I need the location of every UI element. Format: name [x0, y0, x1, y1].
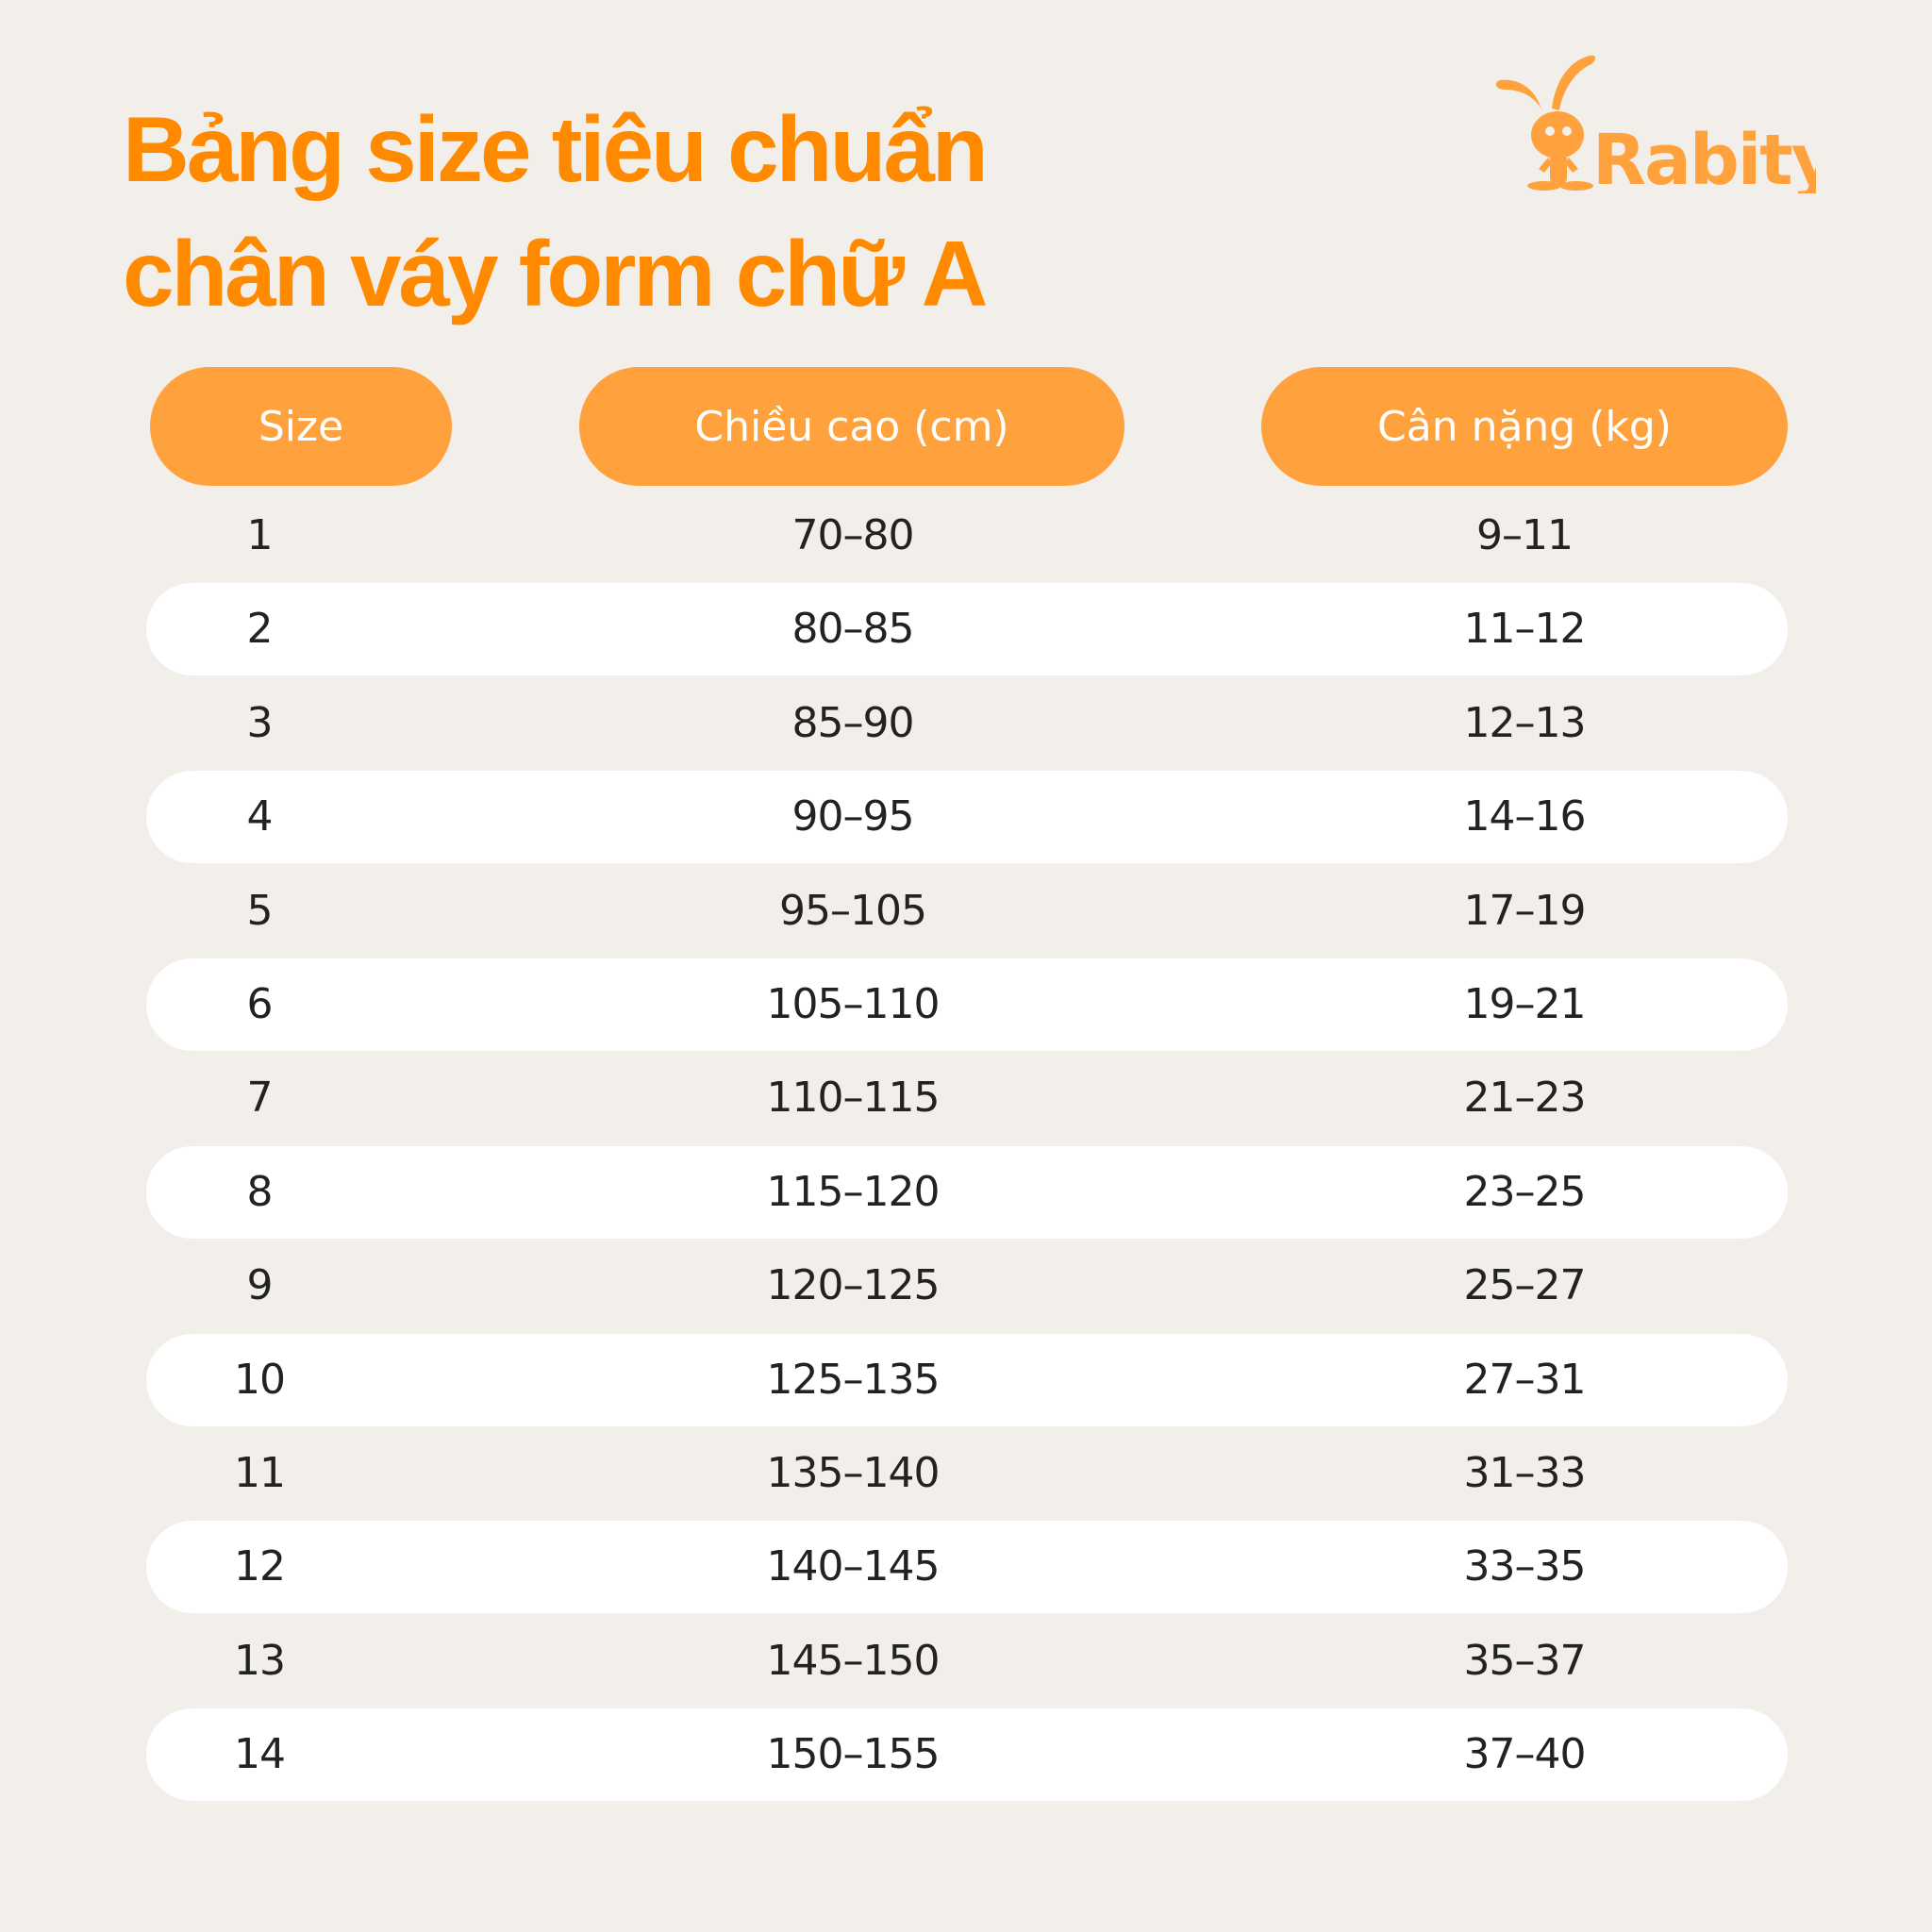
height-cell: 115–120: [766, 1167, 941, 1216]
table-row: 1 70–80 9–11: [146, 490, 1788, 582]
header-weight: Cân nặng (kg): [1261, 367, 1788, 486]
height-cell: 120–125: [766, 1261, 941, 1310]
size-cell: 12: [234, 1542, 286, 1591]
size-cell: 5: [246, 886, 274, 935]
size-cell: 3: [246, 698, 274, 747]
table-row: 8 115–120 23–25: [146, 1145, 1788, 1239]
weight-cell: 33–35: [1463, 1542, 1587, 1591]
table-row: 2 80–85 11–12: [146, 583, 1788, 676]
table-row: 5 95–105 17–19: [146, 865, 1788, 958]
title-line-1: Bảng size tiêu chuẩn: [123, 97, 989, 201]
weight-cell: 35–37: [1463, 1636, 1587, 1685]
weight-cell: 19–21: [1463, 980, 1587, 1028]
height-cell: 90–95: [791, 792, 915, 841]
rabity-logo: Rabity: [1495, 52, 1838, 201]
weight-cell: 27–31: [1463, 1355, 1587, 1404]
size-cell: 10: [234, 1355, 286, 1404]
size-cell: 7: [246, 1074, 274, 1123]
size-cell: 14: [234, 1730, 286, 1779]
page-title: Bảng size tiêu chuẩn chân váy form chữ A: [123, 87, 989, 336]
weight-cell: 23–25: [1463, 1167, 1587, 1216]
size-cell: 4: [246, 792, 274, 841]
weight-cell: 31–33: [1463, 1449, 1587, 1497]
height-cell: 150–155: [766, 1730, 941, 1779]
weight-cell: 21–23: [1463, 1074, 1587, 1123]
header-size: Size: [150, 367, 452, 486]
weight-cell: 9–11: [1476, 511, 1574, 559]
table-row: 9 120–125 25–27: [146, 1240, 1788, 1332]
size-cell: 13: [234, 1636, 286, 1685]
size-cell: 2: [246, 605, 274, 654]
logo-text: Rabity: [1592, 120, 1816, 193]
height-cell: 125–135: [766, 1355, 941, 1404]
height-cell: 135–140: [766, 1449, 941, 1497]
height-cell: 85–90: [791, 698, 915, 747]
size-cell: 9: [246, 1261, 274, 1310]
table-row: 6 105–110 19–21: [146, 958, 1788, 1051]
table-row: 14 150–155 37–40: [146, 1708, 1788, 1802]
table-row: 12 140–145 33–35: [146, 1521, 1788, 1614]
size-cell: 6: [246, 980, 274, 1028]
height-cell: 80–85: [791, 605, 915, 654]
height-cell: 105–110: [766, 980, 941, 1028]
table-row: 7 110–115 21–23: [146, 1052, 1788, 1144]
height-cell: 70–80: [791, 511, 915, 559]
table-row: 4 90–95 14–16: [146, 771, 1788, 864]
rabbit-mascot-icon: Rabity: [1495, 55, 1838, 201]
table-row: 11 135–140 31–33: [146, 1427, 1788, 1520]
size-cell: 1: [246, 511, 274, 559]
weight-cell: 14–16: [1463, 792, 1587, 841]
table-row: 10 125–135 27–31: [146, 1333, 1788, 1426]
height-cell: 140–145: [766, 1542, 941, 1591]
table-row: 3 85–90 12–13: [146, 677, 1788, 770]
weight-cell: 37–40: [1463, 1730, 1587, 1779]
height-cell: 110–115: [766, 1074, 941, 1123]
weight-cell: 12–13: [1463, 698, 1587, 747]
weight-cell: 25–27: [1463, 1261, 1587, 1310]
weight-cell: 17–19: [1463, 886, 1587, 935]
title-line-2: chân váy form chữ A: [123, 222, 988, 325]
size-cell: 8: [246, 1167, 274, 1216]
header-height: Chiều cao (cm): [579, 367, 1124, 486]
weight-cell: 11–12: [1463, 605, 1587, 654]
table-row: 13 145–150 35–37: [146, 1615, 1788, 1707]
size-cell: 11: [234, 1449, 286, 1497]
height-cell: 145–150: [766, 1636, 941, 1685]
height-cell: 95–105: [779, 886, 927, 935]
